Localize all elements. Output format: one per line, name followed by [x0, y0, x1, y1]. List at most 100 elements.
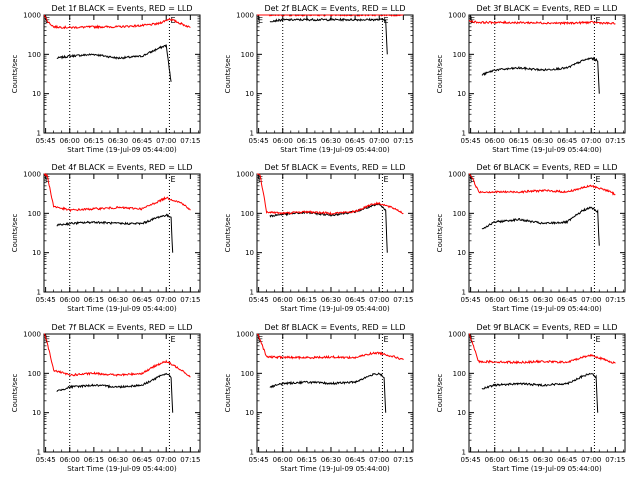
y-tick-label: 1000 [23, 12, 41, 20]
end-marker-label: E [170, 335, 175, 344]
x-axis-label: Start Time (19-Jul-09 05:44:00) [67, 146, 177, 154]
series-line-lld [469, 173, 616, 196]
x-tick-label: 07:15 [605, 137, 625, 145]
y-tick-label: 10 [457, 249, 466, 257]
y-tick-label: 10 [32, 90, 41, 98]
x-axis-label: Start Time (19-Jul-09 05:44:00) [492, 465, 602, 473]
x-tick-label: 07:00 [369, 296, 389, 304]
x-axis-label: Start Time (19-Jul-09 05:44:00) [492, 146, 602, 154]
panel-1: Det 1f BLACK = Events, RED = LLD 1 10 100 10… [11, 4, 201, 154]
x-tick-label: 06:15 [84, 137, 104, 145]
series-line-events [269, 17, 388, 55]
panel-title: Det 6f BLACK = Events, RED = LLD [476, 163, 617, 172]
y-tick-label: 100 [453, 370, 466, 378]
y-tick-label: 100 [453, 210, 466, 218]
x-tick-label: 06:15 [509, 296, 529, 304]
x-tick-label: 06:15 [509, 456, 529, 464]
panel-7: Det 7f BLACK = Events, RED = LLD 1 10 100 10… [11, 323, 201, 473]
x-tick-label: 07:15 [180, 137, 200, 145]
x-tick-label: 05:45 [249, 296, 269, 304]
series-line-lld [257, 14, 404, 17]
y-tick-label: 1 [462, 130, 466, 138]
series-line-lld [43, 14, 191, 30]
x-axis-label: Start Time (19-Jul-09 05:44:00) [280, 146, 390, 154]
y-axis-label: Counts/sec [224, 214, 232, 253]
y-tick-label: 10 [457, 90, 466, 98]
x-tick-label: 06:15 [297, 296, 317, 304]
x-tick-label: 07:00 [581, 456, 601, 464]
x-tick-label: 06:45 [345, 456, 365, 464]
panel-title: Det 4f BLACK = Events, RED = LLD [51, 163, 192, 172]
y-tick-label: 1 [250, 130, 254, 138]
y-tick-label: 100 [241, 370, 254, 378]
x-axis-label: Start Time (19-Jul-09 05:44:00) [280, 465, 390, 473]
y-tick-label: 10 [32, 409, 41, 417]
panel-3: Det 3f BLACK = Events, RED = LLD 1 10 100 10… [436, 4, 626, 154]
series-line-events [481, 372, 599, 413]
panel-4: Det 4f BLACK = Events, RED = LLD 1 10 100 10… [11, 163, 201, 313]
y-tick-label: 1000 [236, 331, 254, 339]
y-axis-label: Counts/sec [436, 55, 444, 94]
panel-title: Det 5f BLACK = Events, RED = LLD [264, 163, 405, 172]
y-tick-label: 100 [453, 51, 466, 59]
start-marker-label: E [258, 16, 263, 25]
panel-5: Det 5f BLACK = Events, RED = LLD 1 10 100 10… [224, 163, 414, 313]
y-axis-label: Counts/sec [224, 374, 232, 413]
x-axis-label: Start Time (19-Jul-09 05:44:00) [280, 305, 390, 313]
series-line-lld [469, 333, 616, 365]
series-line-events [56, 372, 174, 413]
x-tick-label: 06:00 [273, 137, 293, 145]
y-tick-label: 1 [462, 289, 466, 297]
y-tick-label: 1000 [23, 171, 41, 179]
x-tick-label: 06:45 [132, 137, 152, 145]
y-tick-label: 1000 [448, 331, 466, 339]
series-line-lld [44, 333, 191, 378]
x-tick-label: 06:30 [108, 137, 128, 145]
y-tick-label: 1 [250, 449, 254, 457]
x-tick-label: 07:00 [156, 137, 176, 145]
y-tick-label: 10 [245, 409, 254, 417]
y-tick-label: 10 [245, 249, 254, 257]
y-tick-label: 1 [250, 289, 254, 297]
start-marker-label: E [45, 175, 50, 184]
series-line-events [481, 56, 600, 94]
series-line-events [269, 372, 387, 413]
x-tick-label: 05:45 [36, 296, 56, 304]
x-tick-label: 06:45 [132, 456, 152, 464]
x-tick-label: 07:00 [156, 296, 176, 304]
x-tick-label: 07:15 [393, 456, 413, 464]
x-tick-label: 06:30 [533, 456, 553, 464]
end-marker-label: E [595, 16, 600, 25]
x-tick-label: 06:15 [84, 456, 104, 464]
x-tick-label: 06:15 [509, 137, 529, 145]
plot-frame [468, 173, 626, 293]
series-line-lld [44, 172, 191, 213]
panel-9: Det 9f BLACK = Events, RED = LLD 1 10 100 10… [436, 323, 626, 473]
x-tick-label: 05:45 [461, 296, 481, 304]
x-tick-label: 06:30 [533, 137, 553, 145]
x-tick-label: 06:00 [273, 456, 293, 464]
series-line-events [481, 206, 600, 246]
x-tick-label: 06:00 [273, 296, 293, 304]
end-marker-label: E [595, 335, 600, 344]
plot-frame [43, 333, 201, 453]
y-tick-label: 1 [37, 289, 41, 297]
x-tick-label: 06:45 [345, 296, 365, 304]
x-tick-label: 05:45 [249, 456, 269, 464]
series-line-lld [256, 333, 404, 361]
x-tick-label: 05:45 [461, 456, 481, 464]
x-tick-label: 07:00 [369, 456, 389, 464]
panel-title: Det 7f BLACK = Events, RED = LLD [51, 323, 192, 332]
end-marker-label: E [170, 16, 175, 25]
x-tick-label: 07:00 [156, 456, 176, 464]
x-tick-label: 07:15 [180, 456, 200, 464]
end-marker-label: E [383, 335, 388, 344]
x-tick-label: 07:15 [605, 456, 625, 464]
panel-title: Det 9f BLACK = Events, RED = LLD [476, 323, 617, 332]
start-marker-label: E [258, 335, 263, 344]
x-tick-label: 06:45 [557, 456, 577, 464]
x-tick-label: 07:15 [605, 296, 625, 304]
y-tick-label: 10 [32, 249, 41, 257]
plot-frame [43, 14, 201, 134]
x-axis-label: Start Time (19-Jul-09 05:44:00) [67, 465, 177, 473]
